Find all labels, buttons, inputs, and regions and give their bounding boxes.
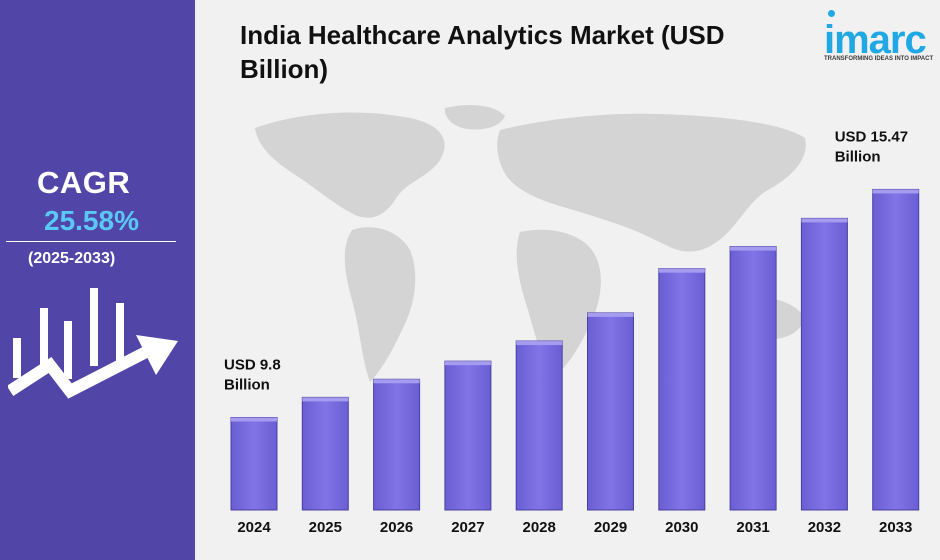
data-label-2033-line1: USD 15.47 [835,128,908,145]
cagr-divider [6,241,176,242]
bar-cap-2031 [730,246,777,251]
bar-cap-2030 [658,268,705,273]
logo-dot [828,10,835,17]
x-tick-2027: 2027 [451,519,484,536]
logo-tagline: TRANSFORMING IDEAS INTO IMPACT [824,56,934,62]
x-tick-2032: 2032 [808,519,841,536]
bar-2031 [729,246,777,511]
bar-2030 [658,268,706,511]
x-tick-2030: 2030 [665,519,698,536]
bar-cap-2033 [872,189,919,194]
x-tick-2026: 2026 [380,519,413,536]
growth-chart-icon [8,288,178,399]
x-tick-2028: 2028 [523,519,556,536]
x-tick-2029: 2029 [594,519,627,536]
x-tick-2031: 2031 [736,519,769,536]
data-label-2024-line2: Billion [224,376,270,393]
bar-2027 [444,360,492,511]
bar-2026 [373,378,421,511]
x-tick-labels: 2024 2025 2026 2027 2028 2029 2030 2031 2032 2033 [237,519,912,536]
chart-title: India Healthcare Analytics Market (USD B… [240,20,725,84]
data-labels: USD 9.8 Billion USD 15.47 Billion [224,128,908,393]
bar-cap-2025 [302,397,349,402]
x-tick-2024: 2024 [237,519,271,536]
bar-cap-2024 [231,417,277,422]
x-tick-2033: 2033 [879,519,912,536]
bar-cap-2027 [444,361,491,366]
bar-2029 [587,312,634,511]
bar-cap-2029 [587,312,634,317]
data-label-2024-line1: USD 9.8 [224,356,281,373]
bar-2024 [230,416,278,511]
world-map-background [255,104,806,382]
bars [230,188,920,511]
cagr-period: (2025-2033) [28,250,116,267]
bar-2025 [301,396,349,511]
bar-cap-2028 [516,341,563,346]
cagr-label: CAGR [37,165,131,200]
cagr-value: 25.58% [44,205,139,236]
bar-2033 [872,188,920,511]
imarc-logo: imarc TRANSFORMING IDEAS INTO IMPACT [822,8,940,68]
bar-2028 [515,340,563,511]
bar-2032 [800,217,848,511]
bar-cap-2026 [373,379,420,384]
logo-wordmark: imarc [824,18,927,62]
data-label-2033-line2: Billion [835,148,881,165]
sidebar: CAGR 25.58% (2025-2033) [0,0,195,560]
x-tick-2025: 2025 [309,519,342,536]
bar-cap-2032 [801,218,848,223]
